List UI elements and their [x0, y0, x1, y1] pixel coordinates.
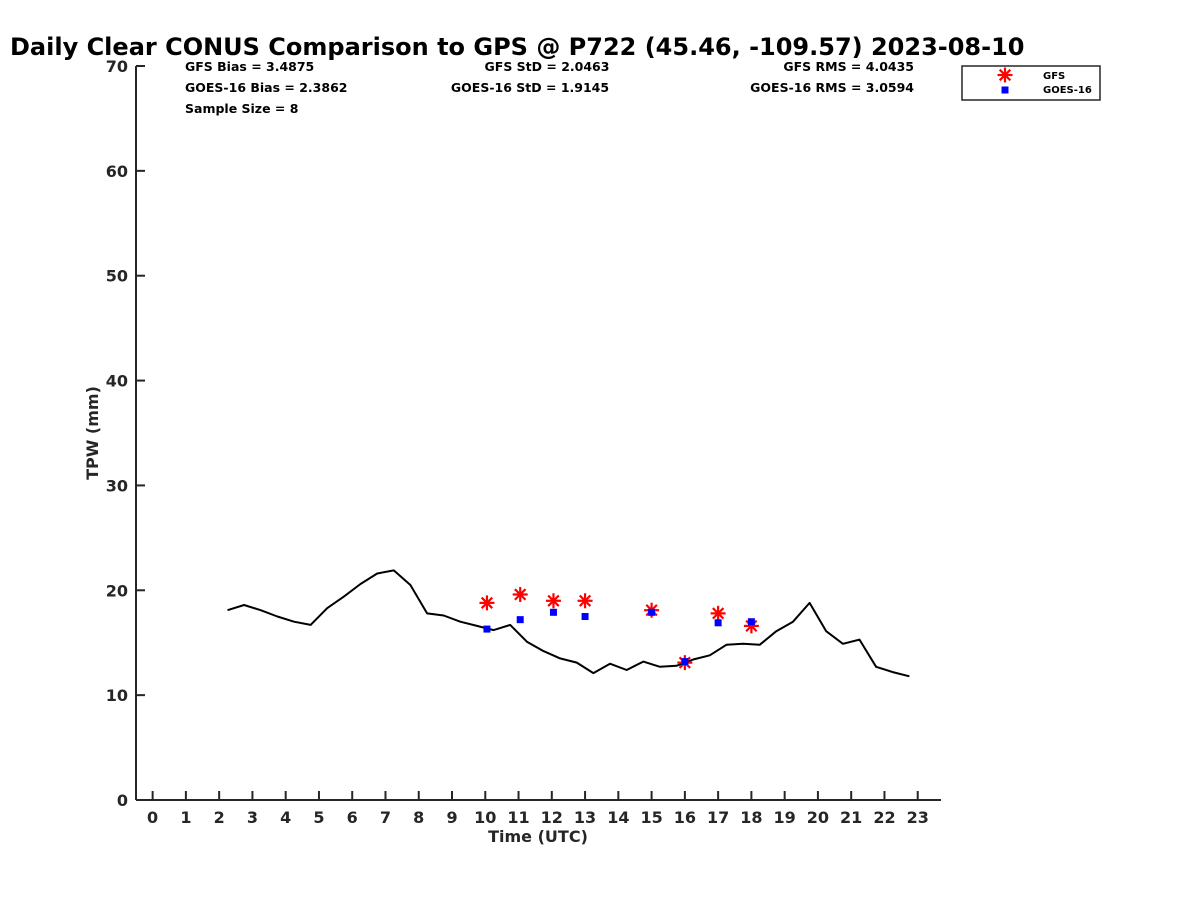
legend: GFS GOES-16 — [961, 65, 1101, 101]
marker-layer — [479, 586, 759, 671]
y-axis-label: TPW (mm) — [83, 386, 102, 480]
y-tick-label: 70 — [106, 57, 128, 76]
goes16-point — [516, 616, 524, 624]
gfs-point — [545, 593, 561, 609]
x-tick-label: 17 — [707, 808, 729, 827]
x-tick-label: 22 — [873, 808, 895, 827]
x-tick-label: 19 — [774, 808, 796, 827]
x-tick-label: 3 — [247, 808, 258, 827]
x-tick-label: 7 — [380, 808, 391, 827]
legend-goes-marker — [1001, 86, 1009, 94]
goes-std-stat: GOES-16 StD = 1.9145 — [451, 80, 609, 95]
y-tick-label: 30 — [106, 476, 128, 495]
legend-goes-label: GOES-16 — [1043, 85, 1092, 96]
gfs-point — [710, 605, 726, 621]
gfs-rms-stat: GFS RMS = 4.0435 — [783, 59, 914, 74]
x-tick-label: 2 — [214, 808, 225, 827]
gfs-point — [512, 586, 528, 602]
x-tick-label: 4 — [280, 808, 291, 827]
goes-bias-stat: GOES-16 Bias = 2.3862 — [185, 80, 347, 95]
y-tick-label: 60 — [106, 162, 128, 181]
goes-rms-stat: GOES-16 RMS = 3.0594 — [750, 80, 914, 95]
gps-series-line — [227, 569, 910, 678]
goes16-point — [747, 618, 755, 626]
axes: 0 1 2 3 4 5 6 7 8 9 10 11 12 13 14 15 16 17 18 19 20 21 22 2301… — [106, 57, 941, 827]
y-tick-label: 0 — [117, 791, 128, 810]
x-tick-label: 21 — [840, 808, 862, 827]
x-axis-label: Time (UTC) — [488, 827, 588, 846]
x-tick-label: 10 — [474, 808, 496, 827]
goes16-point — [714, 619, 722, 627]
goes16-point — [681, 658, 689, 666]
gfs-std-stat: GFS StD = 2.0463 — [485, 59, 610, 74]
x-tick-label: 11 — [507, 808, 529, 827]
y-tick-label: 40 — [106, 372, 128, 391]
legend-goes-square — [1001, 86, 1009, 94]
x-tick-label: 18 — [740, 808, 762, 827]
x-tick-label: 16 — [674, 808, 696, 827]
gfs-bias-stat: GFS Bias = 3.4875 — [185, 59, 314, 74]
x-tick-label: 13 — [574, 808, 596, 827]
x-tick-label: 9 — [446, 808, 457, 827]
x-tick-label: 8 — [413, 808, 424, 827]
sample-size-stat: Sample Size = 8 — [185, 101, 298, 116]
legend-gfs-marker — [997, 67, 1013, 83]
legend-box — [961, 65, 1101, 101]
y-tick-label: 20 — [106, 581, 128, 600]
goes16-point — [483, 625, 491, 633]
goes16-point — [581, 613, 589, 620]
x-tick-label: 1 — [180, 808, 191, 827]
y-tick-label: 10 — [106, 686, 128, 705]
goes16-point — [549, 608, 557, 616]
chart-title: Daily Clear CONUS Comparison to GPS @ P7… — [10, 33, 1024, 61]
x-tick-label: 6 — [347, 808, 358, 827]
x-tick-label: 14 — [607, 808, 629, 827]
x-tick-label: 20 — [807, 808, 829, 827]
gfs-point — [577, 593, 593, 609]
x-tick-label: 23 — [907, 808, 929, 827]
x-tick-label: 12 — [541, 808, 563, 827]
x-tick-label: 5 — [313, 808, 324, 827]
gps-line-layer — [227, 569, 910, 678]
legend-gfs-asterisk — [997, 67, 1013, 83]
x-tick-label: 15 — [640, 808, 662, 827]
stats-block: GFS Bias = 3.4875 GOES-16 Bias = 2.3862 … — [185, 59, 914, 116]
goes16-point — [648, 608, 656, 616]
y-tick-label: 50 — [106, 267, 128, 286]
x-tick-label: 0 — [147, 808, 158, 827]
gfs-point — [479, 595, 495, 611]
legend-gfs-label: GFS — [1043, 71, 1065, 82]
